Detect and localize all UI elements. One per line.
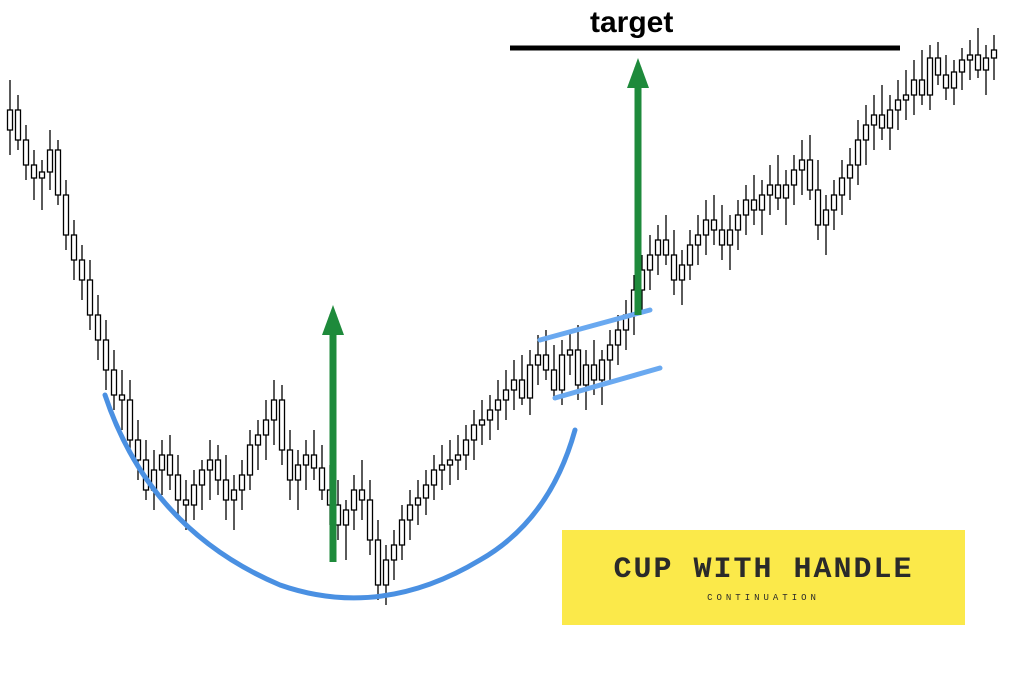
pattern-title: CUP WITH HANDLE <box>613 553 913 587</box>
target-label: target <box>590 6 673 40</box>
pattern-subtitle: CONTINUATION <box>707 593 820 603</box>
target-arrow <box>627 58 649 315</box>
pattern-badge: CUP WITH HANDLE CONTINUATION <box>562 530 965 625</box>
candles-group <box>8 28 997 605</box>
annotations-group <box>105 48 900 598</box>
handle-line-bottom <box>555 368 660 398</box>
